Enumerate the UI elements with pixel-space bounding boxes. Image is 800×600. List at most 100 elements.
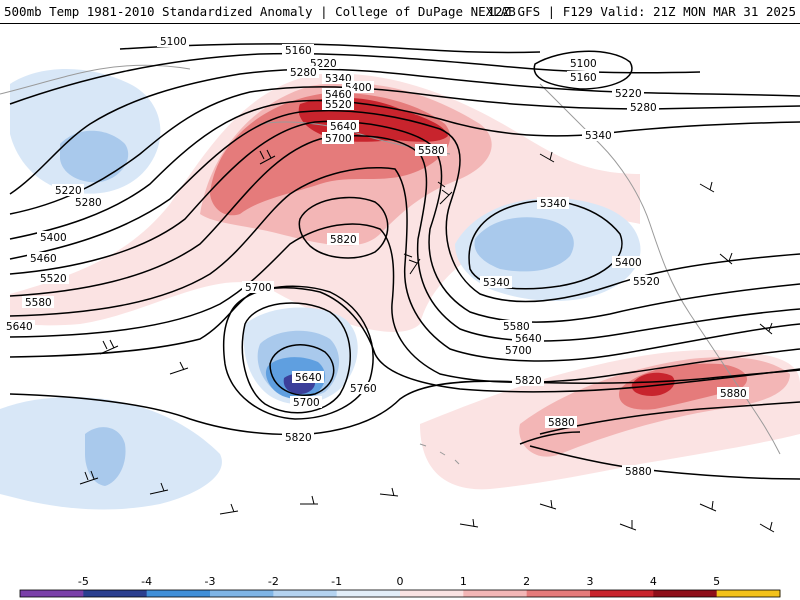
legend-swatch — [146, 590, 211, 597]
legend-tick-label: -5 — [77, 575, 89, 588]
legend-outline — [19, 589, 781, 598]
contour-label-5700-south: 5700 — [505, 345, 532, 357]
wind-barb — [79, 470, 99, 485]
warm-anomaly-subtropical-max — [631, 372, 675, 396]
contour-label-5520-east: 5520 — [633, 276, 660, 288]
contour-5520 — [9, 135, 800, 342]
contour-label-5700-west: 5700 — [245, 282, 272, 294]
contour-label-5880-east: 5880 — [720, 388, 747, 400]
contour-label-5340-coast: 5340 — [585, 130, 612, 142]
legend-swatch — [716, 590, 781, 597]
legend-swatch — [336, 590, 401, 597]
contour-label-5280-west: 5280 — [75, 197, 102, 209]
contour-label-5880-pacific: 5880 — [548, 417, 575, 429]
contour-label-5340-low-south: 5340 — [483, 277, 510, 289]
contour-5820-upper — [298, 196, 389, 259]
legend-tick-label: -1 — [331, 575, 343, 588]
legend-tick-label: -3 — [204, 575, 216, 588]
legend-swatch — [590, 590, 654, 597]
legend-swatch — [463, 590, 528, 597]
legend-tick-label: 5 — [713, 575, 721, 588]
legend-swatch — [400, 590, 464, 597]
contour-label-5700-cutoff: 5700 — [293, 397, 320, 409]
wind-barbs — [79, 149, 775, 533]
contour-5220 — [9, 68, 800, 195]
contour-5880 — [539, 401, 800, 435]
wind-barb — [149, 482, 169, 495]
contour-label-5100-east: 5100 — [570, 58, 597, 70]
contour-label-5700: 5700 — [325, 133, 352, 145]
anomaly-map: 5100 5100 5160 5160 5220 5220 5220 5280 … — [0, 24, 800, 576]
cold-anomaly-west-core — [60, 130, 129, 183]
map-title: 500mb Temp 1981-2010 Standardized Anomal… — [4, 4, 516, 19]
contour-5460 — [9, 120, 800, 323]
contour-5880-pacific — [519, 431, 581, 445]
legend-swatch — [210, 590, 274, 597]
wind-barb — [759, 521, 775, 533]
contour-label-5640-cutoff: 5640 — [295, 372, 322, 384]
contour-label-5640: 5640 — [330, 121, 357, 133]
legend-tick-label: -2 — [267, 575, 279, 588]
wind-barb — [759, 322, 773, 335]
contour-5400 — [9, 109, 800, 303]
contour-label-5880-south: 5880 — [625, 466, 652, 478]
contour-labels: 5100 5100 5160 5160 5220 5220 5220 5280 … — [3, 35, 749, 478]
contour-label-5640-west: 5640 — [6, 321, 33, 333]
cold-anomaly-east-low-core — [474, 217, 574, 272]
contour-label-5400-west: 5400 — [40, 232, 67, 244]
contour-label-5760: 5760 — [350, 383, 377, 395]
legend-tick-label: 0 — [396, 575, 404, 588]
contour-label-5520-west: 5520 — [40, 273, 67, 285]
contour-5640-cutoff — [269, 344, 335, 396]
contour-label-5100: 5100 — [160, 36, 187, 48]
legend-swatch — [526, 590, 591, 597]
wind-barb — [99, 339, 119, 355]
wind-barb — [539, 151, 555, 163]
contour-5760 — [222, 285, 374, 420]
contour-label-5640-south: 5640 — [515, 333, 542, 345]
wind-barb — [459, 518, 479, 528]
contour-5820 — [9, 369, 800, 436]
contour-label-5280: 5280 — [290, 67, 317, 79]
contour-label-5820-upper: 5820 — [330, 234, 357, 246]
contour-label-5400-east: 5400 — [615, 257, 642, 269]
map-canvas: 5100 5100 5160 5160 5220 5220 5220 5280 … — [0, 24, 800, 576]
wind-barb — [719, 252, 733, 265]
legend-swatch — [653, 590, 718, 597]
contour-5340-east — [468, 200, 623, 290]
contour-5700 — [9, 286, 800, 393]
contour-5640 — [9, 223, 800, 383]
contour-label-5520: 5520 — [325, 99, 352, 111]
coastline-siberia — [0, 64, 191, 95]
contour-5580 — [9, 166, 800, 362]
contour-label-5580: 5580 — [418, 145, 445, 157]
contour-label-5580-west: 5580 — [25, 297, 52, 309]
wind-barb — [259, 149, 276, 165]
legend-tick-label: -4 — [141, 575, 153, 588]
title-bar: 500mb Temp 1981-2010 Standardized Anomal… — [0, 0, 800, 24]
model-run-info: 12Z GFS | F129 Valid: 21Z MON MAR 31 202… — [487, 4, 796, 19]
legend-tick-label: 1 — [459, 575, 467, 588]
contour-label-5460-west: 5460 — [30, 253, 57, 265]
wind-barb — [699, 181, 715, 193]
contour-5700-cutoff — [241, 302, 351, 414]
coastline-hawaii-islands — [419, 443, 460, 465]
legend-tick-label: 4 — [649, 575, 657, 588]
contour-label-5160: 5160 — [285, 45, 312, 57]
contour-5100-closed — [533, 50, 633, 90]
contour-label-5340-low: 5340 — [540, 198, 567, 210]
legend-tick-label: 2 — [523, 575, 531, 588]
cold-anomaly-southwest-core — [85, 427, 126, 486]
anomaly-color-legend: -5 -4 -3 -2 -1 0 1 2 3 4 5 — [0, 576, 800, 600]
wind-barb — [699, 500, 717, 512]
warm-anomaly-shading — [10, 73, 800, 490]
contour-5100 — [119, 43, 541, 54]
contour-label-5160-east: 5160 — [570, 72, 597, 84]
contour-label-5280-east: 5280 — [630, 102, 657, 114]
legend-tick-label: 3 — [586, 575, 594, 588]
height-contours — [9, 43, 800, 480]
contour-label-5580-south: 5580 — [503, 321, 530, 333]
legend-swatch — [20, 590, 84, 597]
contour-5340 — [9, 99, 800, 240]
